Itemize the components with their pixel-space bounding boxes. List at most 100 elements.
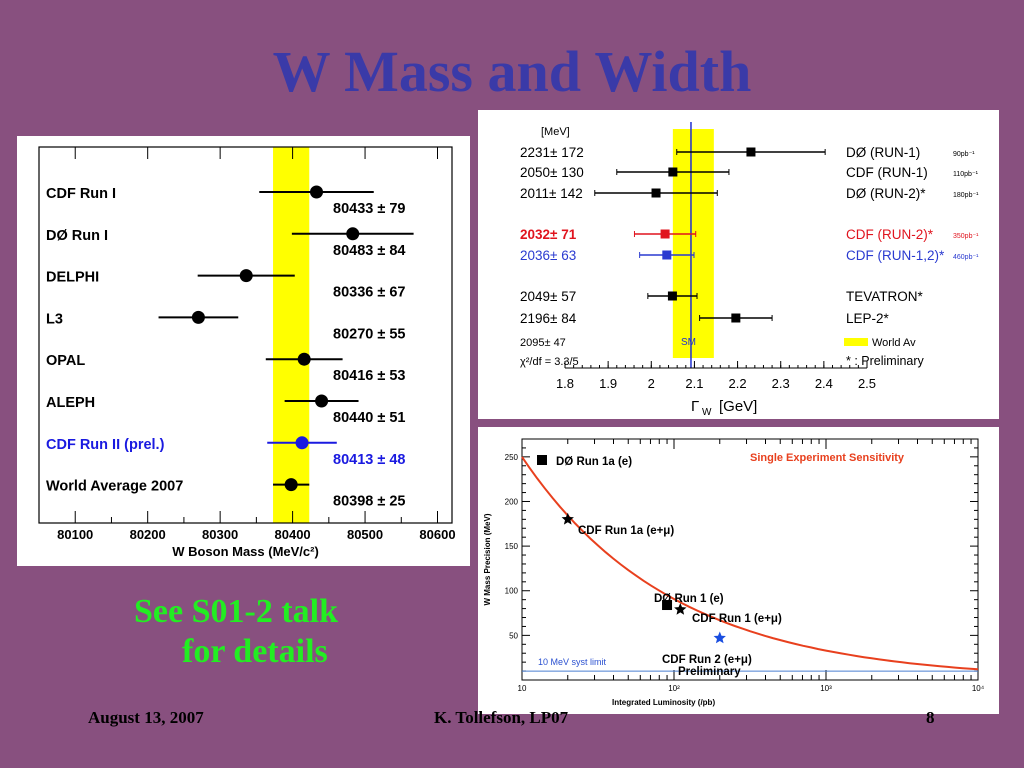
point-value: 2231± 172 xyxy=(520,145,584,160)
point-label: DØ (RUN-1) xyxy=(846,145,920,160)
x-tick-label: 80300 xyxy=(202,527,238,542)
point-label: CDF (RUN-1) xyxy=(846,165,928,180)
y-tick-label: 150 xyxy=(505,542,519,551)
chi2-text: χ²/df = 3.3/5 xyxy=(520,356,579,368)
x-label-main: Γ xyxy=(691,398,699,415)
data-point xyxy=(662,250,672,260)
point-value: 80270 ± 55 xyxy=(333,326,405,342)
point-label: DØ Run 1 (e) xyxy=(654,593,724,605)
point-value: 80483 ± 84 xyxy=(333,243,405,259)
w-mass-chart-panel: 80100 80200 80300 80400 80500 80600 W Boson Ma… xyxy=(17,136,470,566)
x-label-unit: [GeV] xyxy=(719,398,757,415)
data-point xyxy=(667,291,677,301)
x-tick-label: 2.1 xyxy=(685,376,703,391)
point-label: CDF (RUN-2)* xyxy=(846,227,934,242)
data-point xyxy=(191,310,205,324)
point-value: 80416 ± 53 xyxy=(333,368,405,384)
point-value: 2036± 63 xyxy=(520,248,576,263)
legend-square xyxy=(537,455,547,465)
point-label: DØ Run I xyxy=(46,228,108,244)
x-tick-label: 2 xyxy=(648,376,655,391)
point-value: 80398 ± 25 xyxy=(333,494,405,510)
point-lumi: 460pb⁻¹ xyxy=(953,254,979,261)
x-tick-label: 1.9 xyxy=(599,376,617,391)
point-label: DELPHI xyxy=(46,270,99,286)
x-tick-label: 80200 xyxy=(130,527,166,542)
prelim-label: Preliminary xyxy=(678,666,741,678)
data-point-star xyxy=(561,512,574,525)
point-value: 80433 ± 79 xyxy=(333,201,405,217)
w-mass-chart: 80100 80200 80300 80400 80500 80600 W Boson Ma… xyxy=(38,146,456,559)
y-tick-label: 250 xyxy=(505,453,519,462)
data-point-square xyxy=(662,600,673,611)
y-tick-label: 100 xyxy=(505,587,519,596)
y-axis-label: W Mass Precision (MeV) xyxy=(483,513,492,605)
slide-title: W Mass and Width xyxy=(272,39,752,104)
point-lumi: 110pb⁻¹ xyxy=(953,171,979,178)
point-label: TEVATRON* xyxy=(846,289,924,304)
plot-frame xyxy=(521,438,979,681)
data-point-star xyxy=(713,631,726,644)
x-tick-label: 80100 xyxy=(57,527,93,542)
data-point xyxy=(660,229,670,239)
talk-note: See S01-2 talk for details xyxy=(134,592,374,672)
x-tick-label: 10² xyxy=(668,684,680,693)
x-tick-label: 2.2 xyxy=(729,376,747,391)
point-label: DØ (RUN-2)* xyxy=(846,186,926,201)
data-point xyxy=(239,269,253,283)
data-point xyxy=(651,188,661,198)
footer-date: August 13, 2007 xyxy=(88,708,204,727)
point-label: LEP-2* xyxy=(846,311,890,326)
footer-page: 8 xyxy=(926,708,935,727)
x-tick-label: 10 xyxy=(518,684,527,693)
w-width-chart-panel: SM [MeV] 2231± 172 DØ (RUN-1) 90pb⁻¹ 2050± 13… xyxy=(478,110,999,419)
point-label: L3 xyxy=(46,311,63,327)
point-value: 2050± 130 xyxy=(520,165,584,180)
data-point xyxy=(746,147,756,157)
point-label: CDF Run I xyxy=(46,186,116,202)
data-point xyxy=(668,167,678,177)
x-tick-label: 2.5 xyxy=(858,376,876,391)
talk-note-line1: See S01-2 talk xyxy=(134,593,338,630)
data-point xyxy=(295,436,309,450)
x-tick-label: 80600 xyxy=(419,527,455,542)
point-label: CDF (RUN-1,2)* xyxy=(846,248,945,263)
sm-label: SM xyxy=(681,337,696,348)
world-average-band xyxy=(273,147,310,523)
y-tick-label: 50 xyxy=(509,631,518,640)
data-point xyxy=(284,478,298,492)
point-value: 2196± 84 xyxy=(520,311,577,326)
w-width-chart: SM [MeV] 2231± 172 DØ (RUN-1) 90pb⁻¹ 2050± 13… xyxy=(520,122,979,418)
footer-author: K. Tollefson, LP07 xyxy=(434,708,569,727)
legend-label: DØ Run 1a (e) xyxy=(556,456,632,468)
syst-limit-label: 10 MeV syst limit xyxy=(538,657,607,667)
point-lumi: 90pb⁻¹ xyxy=(953,151,975,158)
point-label: ALEPH xyxy=(46,395,95,411)
data-point xyxy=(315,394,329,408)
point-label: CDF Run II (prel.) xyxy=(46,437,165,453)
chart-title: Single Experiment Sensitivity xyxy=(750,452,905,464)
point-lumi: 180pb⁻¹ xyxy=(953,192,979,199)
sensitivity-curve xyxy=(521,456,979,671)
point-value: 2011± 142 xyxy=(520,186,583,201)
data-point xyxy=(346,227,360,241)
point-value: 80336 ± 67 xyxy=(333,285,405,301)
sensitivity-chart: 50 100 150 200 250 10 10² 10³ 10⁴ 10 MeV syst lim… xyxy=(483,438,985,707)
legend-swatch xyxy=(844,338,868,346)
x-tick-label: 80500 xyxy=(347,527,383,542)
legend-world: World Av xyxy=(872,337,916,349)
average-text: 2095± 47 xyxy=(520,337,566,349)
x-tick-label: 2.4 xyxy=(815,376,833,391)
data-point xyxy=(297,352,311,366)
x-tick-label: 1.8 xyxy=(556,376,574,391)
point-label: CDF Run 1a (e+μ) xyxy=(578,525,674,537)
point-label: OPAL xyxy=(46,353,85,369)
sensitivity-chart-panel: 50 100 150 200 250 10 10² 10³ 10⁴ 10 MeV syst lim… xyxy=(478,427,999,714)
point-label: World Average 2007 xyxy=(46,479,183,495)
point-lumi: 350pb⁻¹ xyxy=(953,233,979,240)
x-tick-label: 80400 xyxy=(275,527,311,542)
point-value: 2049± 57 xyxy=(520,289,576,304)
talk-note-line2: for details xyxy=(182,633,328,670)
data-point xyxy=(731,313,741,323)
x-axis-label: W Boson Mass (MeV/c²) xyxy=(172,544,319,559)
